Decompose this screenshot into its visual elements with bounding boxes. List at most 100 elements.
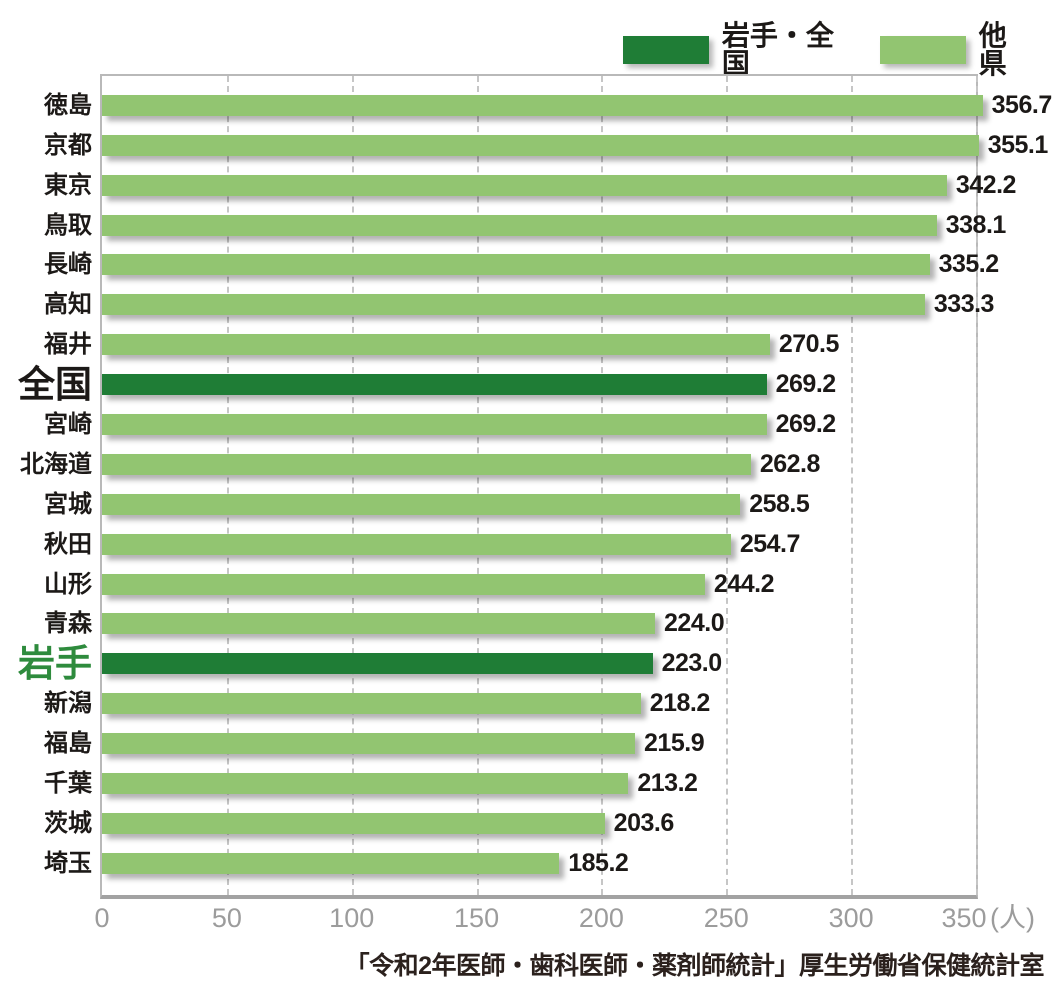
row-label: 京都 [0, 116, 92, 159]
bar-row: 254.7 [102, 515, 976, 558]
bar-row: 342.2 [102, 156, 1016, 197]
row-label-text: 鳥取 [44, 211, 92, 239]
gridline [976, 76, 978, 895]
row-label: 宮崎 [0, 395, 92, 439]
legend-label-highlight: 岩手・全国 [721, 20, 834, 79]
bar [102, 174, 947, 196]
value-label: 338.1 [945, 210, 1007, 239]
bar-line: 270.5 [102, 330, 976, 359]
bar [102, 254, 930, 276]
bar-row: 262.8 [102, 435, 976, 476]
x-tick-label: 300 [828, 903, 874, 933]
bar-row: 215.9 [102, 714, 976, 758]
bar-row: 269.2 [102, 395, 976, 439]
value-label: 218.2 [649, 689, 711, 718]
value-label: 203.6 [613, 808, 675, 837]
bar [102, 573, 705, 595]
row-label: 高知 [0, 275, 92, 319]
value-label: 185.2 [568, 848, 629, 877]
bar-line: 342.2 [102, 172, 1016, 197]
axis-unit-label: (人) [990, 903, 1035, 933]
bar [102, 214, 937, 236]
row-label-text: 山形 [44, 570, 92, 598]
row-label-text: 徳島 [44, 91, 92, 119]
bar [102, 693, 641, 715]
bar [102, 613, 656, 635]
bar [102, 334, 770, 356]
bar-row: 258.5 [102, 475, 976, 518]
value-label: 342.2 [955, 170, 1017, 199]
bar-line: 333.3 [102, 292, 994, 317]
value-label: 269.2 [775, 370, 837, 399]
value-label: 356.7 [991, 90, 1053, 119]
bar [102, 94, 983, 116]
bar-row: 213.2 [102, 754, 976, 798]
row-label-text: 秋田 [44, 530, 92, 558]
value-label: 244.2 [713, 569, 775, 598]
bar-row: 335.2 [102, 236, 999, 277]
row-label-text: 千葉 [44, 770, 92, 798]
bar-line: 262.8 [102, 451, 976, 476]
x-tick-label: 50 [211, 903, 242, 933]
row-label-text: 京都 [44, 131, 92, 159]
value-label: 355.1 [987, 130, 1049, 159]
value-label: 258.5 [749, 489, 810, 518]
bar [102, 653, 653, 675]
bar-line: 338.1 [102, 212, 1006, 237]
value-label: 254.7 [739, 529, 801, 558]
row-label: 北海道 [0, 435, 92, 476]
bar-line: 254.7 [102, 529, 976, 558]
bar-line: 356.7 [102, 92, 1052, 117]
source-note: 「令和2年医師・歯科医師・薬剤師統計」厚生労働省保健統計室 [344, 952, 1045, 980]
row-label: 岩手 [0, 634, 92, 685]
gridline [726, 76, 729, 895]
x-tick-label: 0 [94, 903, 110, 933]
bar-line: 258.5 [102, 489, 976, 518]
bar-line: 203.6 [102, 808, 976, 837]
row-label-text: 福井 [44, 331, 92, 359]
row-label: 長崎 [0, 236, 92, 279]
legend: 岩手・全国 他県 [623, 22, 1054, 78]
row-label-text: 全国 [18, 364, 92, 406]
row-label-text: 東京 [44, 171, 92, 199]
bar-line: 215.9 [102, 729, 976, 758]
value-label: 269.2 [775, 410, 837, 439]
value-label: 335.2 [938, 250, 1000, 279]
bar-row: 203.6 [102, 794, 976, 837]
gridline [226, 76, 229, 895]
bar [102, 134, 979, 156]
bar [102, 374, 767, 396]
bar-line: 269.2 [102, 410, 976, 439]
bar-line: 335.2 [102, 252, 999, 277]
row-label-text: 宮崎 [44, 411, 92, 439]
row-label: 千葉 [0, 754, 92, 798]
gridline [851, 76, 854, 895]
row-label: 福井 [0, 315, 92, 359]
gridline [476, 76, 479, 895]
value-label: 270.5 [778, 330, 840, 359]
bar [102, 294, 925, 316]
bar-row: 333.3 [102, 275, 994, 317]
row-label-text: 岩手 [18, 643, 92, 685]
bar-row: 270.5 [102, 315, 976, 359]
row-label: 宮城 [0, 475, 92, 518]
value-label: 213.2 [637, 769, 698, 798]
bar [102, 533, 731, 555]
bar-row: 185.2 [102, 834, 976, 877]
row-label-text: 埼玉 [44, 849, 92, 877]
row-label-text: 長崎 [44, 251, 92, 279]
row-label-text: 高知 [44, 291, 92, 319]
bar-line: 223.0 [102, 651, 976, 676]
row-label: 鳥取 [0, 196, 92, 239]
row-label-text: 青森 [44, 610, 92, 638]
row-label: 埼玉 [0, 834, 92, 877]
row-label-text: 宮城 [44, 490, 92, 518]
value-label: 215.9 [644, 729, 705, 758]
bar-line: 244.2 [102, 569, 976, 598]
bar [102, 414, 767, 436]
bar-line: 185.2 [102, 848, 976, 877]
bar [102, 453, 751, 475]
x-tick-label: 200 [578, 903, 624, 933]
x-tick-label: 150 [454, 903, 500, 933]
gridline [351, 76, 354, 895]
